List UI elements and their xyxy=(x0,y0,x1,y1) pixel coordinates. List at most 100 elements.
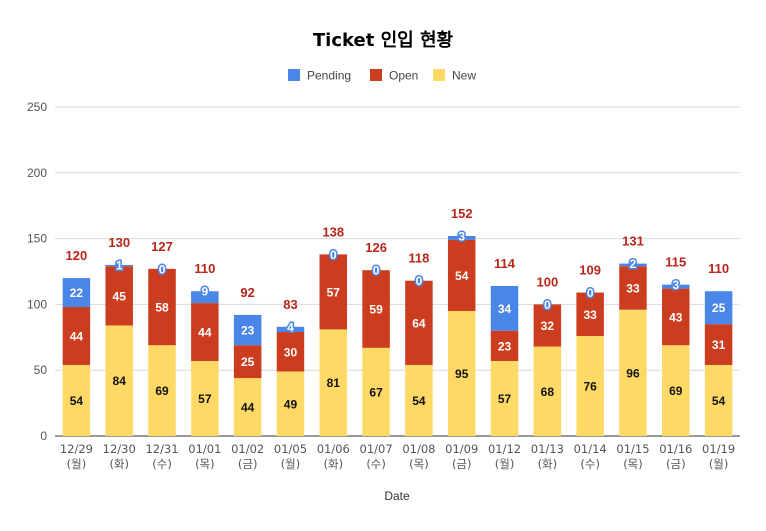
x-tick-weekday: (월) xyxy=(281,457,301,471)
data-label-new: 81 xyxy=(327,376,341,390)
x-tick-weekday: (목) xyxy=(623,457,643,471)
data-label-pending: 0 xyxy=(330,248,337,262)
bar-segment-new xyxy=(490,360,519,436)
bar-segment-new xyxy=(362,347,390,436)
x-tick-weekday: (월) xyxy=(709,457,729,471)
y-axis-ticks: 0 50 100 150 200 250 xyxy=(27,100,47,443)
bar-segment-new xyxy=(191,360,219,436)
legend-label-pending: Pending xyxy=(307,69,351,83)
x-tick-date: 01/19 xyxy=(702,442,735,456)
x-tick-weekday: (목) xyxy=(409,457,429,471)
x-axis-ticks: 12/29(월)12/30(화)12/31(수)01/01(목)01/02(금)… xyxy=(60,442,735,471)
bar-segment-new xyxy=(447,310,476,436)
x-tick-weekday: (화) xyxy=(324,457,344,471)
x-tick-date: 12/29 xyxy=(60,442,93,456)
data-label-new: 44 xyxy=(241,401,255,415)
bar-segment-open xyxy=(619,266,647,310)
data-label-new: 84 xyxy=(113,374,127,388)
data-label-open: 45 xyxy=(113,289,127,303)
bar-segment-new xyxy=(276,371,305,436)
data-label-new: 54 xyxy=(70,394,84,408)
legend-swatch-pending xyxy=(288,69,300,81)
total-label: 138 xyxy=(322,224,344,239)
bar-segment-open xyxy=(105,266,133,326)
bar-segment-pending xyxy=(704,291,733,325)
data-label-open: 44 xyxy=(198,326,212,340)
data-label-pending: 3 xyxy=(458,229,465,243)
x-tick-date: 12/31 xyxy=(145,442,178,456)
y-tick-label: 150 xyxy=(27,232,47,246)
total-label: 118 xyxy=(408,251,429,266)
x-tick-date: 01/05 xyxy=(274,442,307,456)
y-tick-label: 250 xyxy=(27,100,47,114)
x-tick-weekday: (수) xyxy=(366,457,386,471)
bar-segment-open xyxy=(662,288,690,346)
data-label-pending: 0 xyxy=(159,262,166,276)
data-label-open: 23 xyxy=(498,339,512,353)
total-label: 100 xyxy=(536,274,558,289)
x-tick-weekday: (화) xyxy=(109,457,129,471)
x-tick-weekday: (금) xyxy=(452,457,472,471)
data-label-open: 43 xyxy=(669,310,683,324)
data-label-new: 96 xyxy=(626,366,640,380)
legend-label-new: New xyxy=(452,69,476,83)
bar-segment-pending xyxy=(662,284,690,289)
x-tick-weekday: (금) xyxy=(238,457,258,471)
total-label: 110 xyxy=(708,261,729,276)
data-label-pending: 0 xyxy=(373,264,380,278)
bar-segment-pending xyxy=(191,291,219,304)
bar-segment-open xyxy=(319,254,348,330)
y-tick-label: 50 xyxy=(34,363,48,377)
bar-segment-open xyxy=(533,304,562,347)
data-label-new: 57 xyxy=(498,392,512,406)
data-label-pending: 4 xyxy=(287,320,294,334)
data-label-open: 64 xyxy=(412,316,426,330)
x-tick-weekday: (수) xyxy=(152,457,172,471)
bar-segment-new xyxy=(148,345,176,436)
x-tick-weekday: (월) xyxy=(67,457,87,471)
y-tick-label: 100 xyxy=(27,297,47,311)
data-label-open: 25 xyxy=(241,355,255,369)
data-label-new: 54 xyxy=(412,394,426,408)
data-label-open: 33 xyxy=(583,308,597,322)
bar-segment-pending xyxy=(233,314,262,346)
total-label: 110 xyxy=(194,261,215,276)
total-label: 114 xyxy=(494,256,516,271)
bar-segment-new xyxy=(704,364,733,436)
y-tick-label: 200 xyxy=(27,166,47,180)
legend-swatch-new xyxy=(433,69,445,81)
data-label-pending: 34 xyxy=(498,302,512,316)
bar-segment-pending xyxy=(619,263,647,267)
x-tick-date: 01/15 xyxy=(616,442,649,456)
chart-title: Ticket 인입 현황 xyxy=(313,29,454,51)
total-label: 120 xyxy=(66,248,88,263)
bar-segment-new xyxy=(62,364,91,436)
x-tick-date: 01/01 xyxy=(188,442,221,456)
bar-segment-open xyxy=(490,330,519,361)
data-label-open: 59 xyxy=(369,303,383,317)
x-tick-weekday: (목) xyxy=(195,457,215,471)
total-label: 127 xyxy=(151,239,173,254)
bar-segment-new xyxy=(319,329,348,436)
data-label-new: 57 xyxy=(198,392,212,406)
bar-segment-open xyxy=(191,303,219,361)
legend-swatch-open xyxy=(370,69,382,81)
total-label: 126 xyxy=(365,240,387,255)
bar-segment-open xyxy=(148,268,176,346)
legend: Pending Open New xyxy=(288,69,476,83)
total-label: 109 xyxy=(579,263,601,278)
x-tick-date: 12/30 xyxy=(103,442,136,456)
data-label-new: 68 xyxy=(541,385,555,399)
data-label-open: 30 xyxy=(284,345,298,359)
total-label: 131 xyxy=(622,234,644,249)
x-tick-date: 01/02 xyxy=(231,442,264,456)
data-label-pending: 0 xyxy=(587,286,594,300)
data-label-open: 31 xyxy=(712,338,726,352)
bar-segment-pending xyxy=(62,278,91,308)
legend-label-open: Open xyxy=(389,69,418,83)
bar-segment-open xyxy=(405,280,433,365)
x-tick-date: 01/06 xyxy=(317,442,350,456)
data-label-new: 49 xyxy=(284,397,298,411)
x-axis-label: Date xyxy=(384,489,410,503)
data-label-new: 54 xyxy=(712,394,726,408)
